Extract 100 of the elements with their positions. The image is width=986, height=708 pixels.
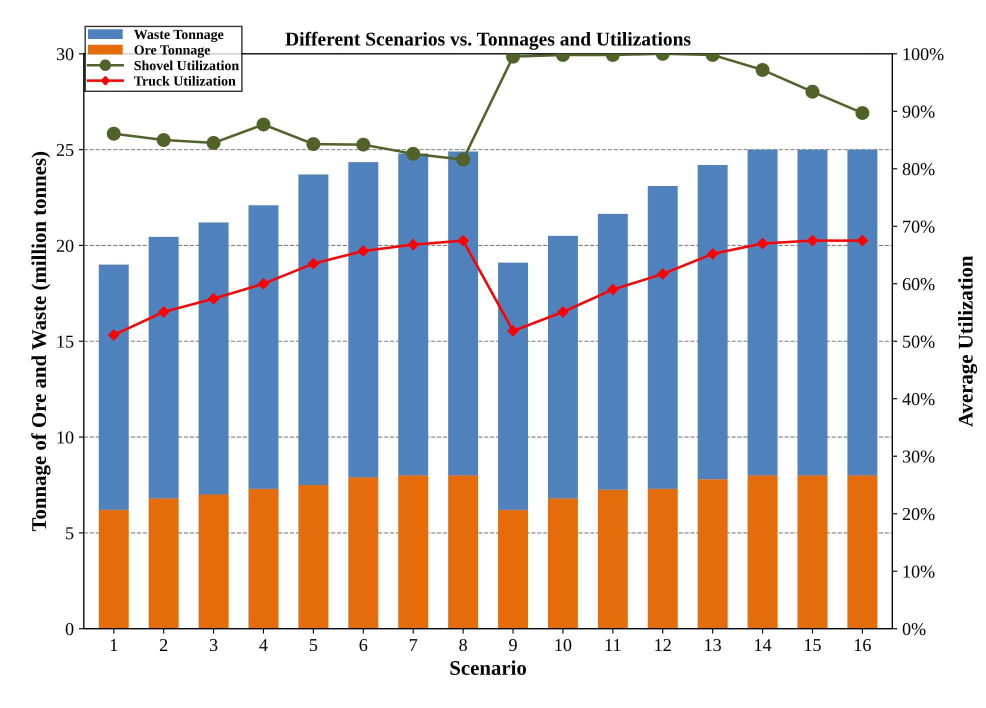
point xyxy=(557,306,569,318)
x-tick-label: 9 xyxy=(509,639,517,652)
point xyxy=(208,293,220,304)
point xyxy=(306,137,320,152)
point xyxy=(856,235,868,246)
point xyxy=(607,284,618,296)
bar xyxy=(248,205,278,489)
x-tick-label: 13 xyxy=(705,639,721,652)
legend-label: Shovel Utilization xyxy=(134,60,239,70)
point xyxy=(507,325,519,337)
x-tick-label: 3 xyxy=(210,639,218,652)
point xyxy=(408,239,419,250)
point xyxy=(806,84,820,99)
point xyxy=(106,126,121,141)
y-tick-label: 0 xyxy=(66,622,74,636)
y2-tick-label: 60% xyxy=(902,278,935,290)
legend-label: Waste Tonnage xyxy=(134,30,224,42)
y-tick-label: 10 xyxy=(58,431,74,444)
point xyxy=(158,306,170,318)
bar xyxy=(198,222,229,495)
bar xyxy=(398,475,428,629)
bar xyxy=(448,152,478,476)
y2-tick-label: 50% xyxy=(903,336,935,348)
bar xyxy=(847,150,878,476)
y-tick-label: 5 xyxy=(66,527,74,540)
y2-axis-title: Average Utilization xyxy=(958,256,978,427)
bar xyxy=(248,488,278,629)
bar xyxy=(498,510,528,629)
bar xyxy=(748,475,778,629)
point xyxy=(657,268,668,280)
point xyxy=(308,258,319,270)
bar xyxy=(148,498,179,629)
x-tick-label: 5 xyxy=(310,639,318,652)
x-tick-label: 8 xyxy=(459,638,467,652)
y2-tick-label: 40% xyxy=(902,393,935,406)
point xyxy=(806,235,818,246)
bar xyxy=(298,484,328,629)
bar xyxy=(98,510,129,629)
x-tick-label: 7 xyxy=(410,639,418,651)
y-tick-label: 20 xyxy=(56,240,74,252)
bar xyxy=(448,475,478,629)
y2-tick-label: 90% xyxy=(902,106,935,118)
y-tick-label: 30 xyxy=(56,48,74,60)
x-tick-label: 1 xyxy=(110,639,118,651)
x-tick-label: 6 xyxy=(360,639,368,652)
point xyxy=(258,278,270,290)
bar xyxy=(698,164,728,480)
y2-tick-label: 70% xyxy=(903,220,935,233)
bar xyxy=(98,264,129,510)
bar xyxy=(348,477,378,629)
y-tick-label: 25 xyxy=(56,144,74,156)
point xyxy=(108,329,120,341)
point xyxy=(756,238,768,250)
bar xyxy=(748,150,778,476)
x-axis-title: Scenario xyxy=(450,660,526,676)
bar xyxy=(648,186,678,489)
x-tick-label: 12 xyxy=(655,639,671,651)
point xyxy=(707,248,718,260)
point xyxy=(855,106,870,120)
x-tick-label: 10 xyxy=(555,638,572,652)
y2-tick-label: 20% xyxy=(902,508,935,520)
legend-label: Truck Utilization xyxy=(134,76,236,86)
x-tick-label: 4 xyxy=(259,639,268,651)
x-tick-label: 11 xyxy=(606,639,620,651)
x-tick-label: 2 xyxy=(160,639,168,651)
bar xyxy=(298,174,328,485)
x-tick-label: 16 xyxy=(854,639,871,652)
chart-title: Different Scenarios vs. Tonnages and Utilizations xyxy=(285,32,691,50)
bar xyxy=(798,150,828,476)
point xyxy=(156,133,171,147)
y2-tick-label: 100% xyxy=(904,48,944,60)
y2-tick-label: 10% xyxy=(904,565,935,578)
bar xyxy=(598,490,628,629)
bar xyxy=(548,236,578,498)
bar xyxy=(798,475,828,629)
point xyxy=(356,138,370,152)
y2-tick-label: 0% xyxy=(902,622,926,636)
bar xyxy=(148,236,179,498)
bar xyxy=(698,479,728,629)
bar xyxy=(648,488,678,629)
bar xyxy=(398,153,428,476)
point xyxy=(456,152,470,167)
bar xyxy=(198,494,229,629)
y2-tick-label: 30% xyxy=(902,450,935,463)
x-tick-label: 14 xyxy=(755,639,772,651)
y2-tick-label: 80% xyxy=(902,163,935,176)
legend-label: Ore Tonnage xyxy=(134,45,210,58)
point xyxy=(406,146,420,161)
point xyxy=(756,62,770,77)
bar xyxy=(548,498,578,629)
bar xyxy=(598,214,628,490)
point xyxy=(256,118,270,132)
bar xyxy=(847,475,878,629)
bar xyxy=(348,162,378,478)
x-tick-label: 15 xyxy=(805,639,821,652)
point xyxy=(358,245,369,257)
point xyxy=(458,235,469,246)
y-axis-title: Tonnage of Ore and Waste (million tonnes) xyxy=(31,152,50,532)
y-tick-label: 15 xyxy=(58,336,74,348)
bar xyxy=(498,262,528,510)
